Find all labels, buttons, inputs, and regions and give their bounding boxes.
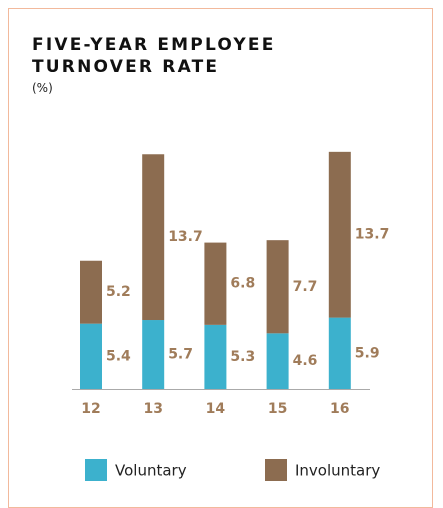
bar-segment <box>80 323 102 389</box>
bar-segment <box>328 317 351 389</box>
x-tick-label: 16 <box>330 401 349 417</box>
data-label: 5.4 <box>106 348 131 364</box>
bar-segment <box>266 333 289 389</box>
bar-segment <box>204 324 227 389</box>
data-label: 5.3 <box>230 349 255 365</box>
x-tick-label: 12 <box>81 401 100 417</box>
x-tick-label: 13 <box>143 401 162 417</box>
data-label: 13.7 <box>355 227 390 243</box>
chart-subtitle: (%) <box>32 81 53 95</box>
bar-segment <box>328 151 351 318</box>
data-label: 13.7 <box>168 229 203 245</box>
data-label: 7.7 <box>293 279 318 295</box>
data-label: 5.9 <box>355 345 380 361</box>
bar-segment <box>142 154 165 321</box>
chart-title: FIVE-YEAR EMPLOYEE TURNOVER RATE <box>32 35 276 77</box>
data-label: 6.8 <box>230 276 255 292</box>
bar-segment <box>204 242 227 325</box>
legend-swatch <box>265 459 287 481</box>
bar-segment <box>142 320 165 389</box>
data-label: 4.6 <box>293 353 318 369</box>
data-label: 5.2 <box>106 284 131 300</box>
x-tick-label: 15 <box>268 401 287 417</box>
legend-swatch <box>85 459 107 481</box>
bar-segment <box>80 260 102 324</box>
bar-segment <box>266 240 289 334</box>
x-tick-label: 14 <box>206 401 226 417</box>
legend-label: Voluntary <box>115 462 187 480</box>
legend-label: Involuntary <box>295 462 380 480</box>
data-label: 5.7 <box>168 347 193 363</box>
